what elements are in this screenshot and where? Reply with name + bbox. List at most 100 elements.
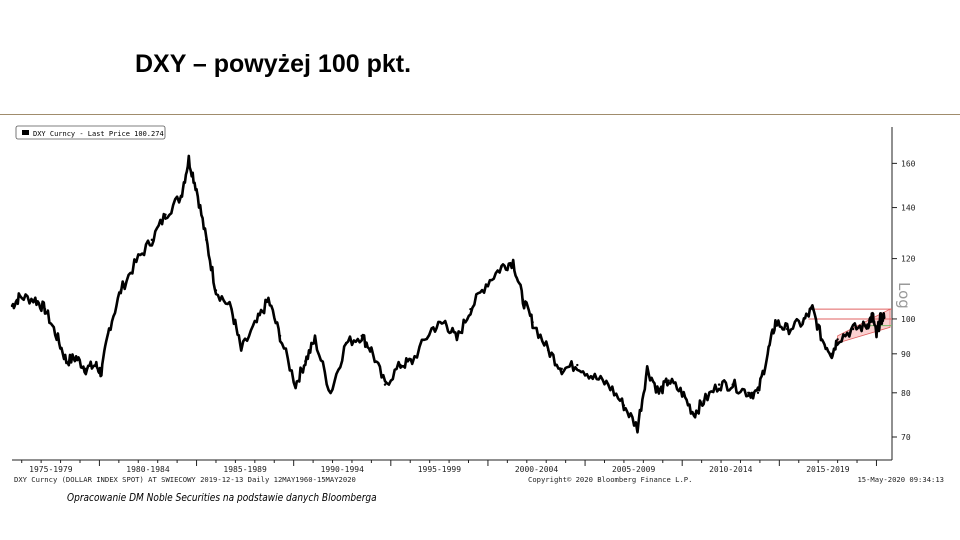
data-point	[294, 383, 297, 386]
y-tick-label: 120	[901, 255, 916, 264]
data-point	[10, 304, 14, 308]
footer-source: DXY Curncy (DOLLAR INDEX SPOT) AT SWIECO…	[14, 475, 356, 484]
data-point	[344, 341, 348, 345]
data-point	[646, 367, 649, 371]
data-point	[521, 298, 525, 301]
data-point	[469, 307, 472, 311]
y-tick-label: 160	[901, 159, 916, 168]
x-tick-label: 1975-1979	[29, 465, 73, 474]
data-point	[702, 399, 705, 403]
footer-copyright: Copyright© 2020 Bloomberg Finance L.P.	[528, 475, 692, 484]
y-tick-label: 90	[901, 350, 911, 359]
data-point	[444, 321, 447, 324]
x-tick-label: 2010-2014	[709, 465, 753, 474]
source-credit: Opracowanie DM Noble Securities na podst…	[67, 491, 377, 504]
y-tick-label: 80	[901, 389, 911, 398]
data-point	[820, 338, 824, 341]
data-point	[195, 187, 198, 191]
data-point	[657, 391, 661, 395]
data-point	[830, 352, 833, 356]
data-point	[731, 383, 734, 386]
data-point	[747, 391, 750, 395]
x-tick-label: 2000-2004	[515, 465, 559, 474]
legend-swatch	[22, 130, 29, 135]
page-title: DXY – powyżej 100 pkt.	[135, 50, 412, 78]
data-point	[879, 317, 882, 321]
data-point	[313, 338, 317, 341]
data-point	[370, 348, 373, 352]
data-point	[785, 327, 789, 331]
data-point	[164, 213, 167, 216]
data-point	[230, 307, 233, 311]
data-point	[94, 363, 97, 367]
data-point	[267, 298, 270, 301]
x-tick-label: 2015-2019	[806, 465, 850, 474]
x-tick-label: 1980-1984	[126, 465, 170, 474]
data-point	[34, 298, 37, 301]
legend: DXY Curncy - Last Price 100.274	[15, 125, 166, 140]
x-tick-label: 1990-1994	[321, 465, 365, 474]
data-point	[43, 307, 47, 311]
data-point	[607, 383, 610, 386]
data-point	[65, 360, 68, 363]
data-point	[484, 283, 488, 286]
x-tick-label: 1995-1999	[418, 465, 462, 474]
x-tick-label: 1985-1989	[223, 465, 267, 474]
data-point	[107, 327, 111, 331]
data-point	[875, 334, 878, 338]
title-divider	[0, 114, 960, 115]
legend-label: DXY Curncy - Last Price	[33, 130, 130, 138]
y-tick-label: 100	[901, 315, 916, 324]
x-tick-label: 2005-2009	[612, 465, 656, 474]
data-point	[304, 360, 307, 363]
data-point	[836, 338, 839, 341]
data-point	[774, 321, 777, 324]
y-tick-label: 140	[901, 204, 916, 213]
data-point	[179, 194, 183, 198]
svg-text:DXY Curncy - Last Price 100.27: DXY Curncy - Last Price 100.274	[33, 130, 164, 138]
data-point	[410, 360, 414, 363]
data-point	[150, 238, 154, 242]
data-point	[455, 338, 459, 341]
data-point	[811, 307, 814, 311]
data-point	[255, 321, 258, 324]
data-point	[360, 334, 363, 338]
data-point	[865, 324, 868, 327]
data-point	[756, 391, 760, 395]
data-point	[680, 391, 684, 395]
footer-timestamp: 15-May-2020 09:34:13	[857, 475, 944, 484]
data-point	[84, 367, 88, 371]
data-point	[383, 383, 387, 386]
data-point	[871, 314, 874, 317]
dxy-chart: DXY Curncy - Last Price 100.274 70 80 90 10…	[10, 125, 944, 484]
data-point	[329, 391, 332, 395]
data-point	[135, 260, 138, 263]
data-point	[883, 316, 886, 320]
data-point	[531, 321, 534, 324]
scale-label: Log	[895, 282, 913, 309]
data-point	[511, 260, 515, 263]
data-point	[278, 334, 282, 338]
data-point	[560, 367, 563, 371]
data-point	[430, 327, 433, 331]
data-point	[766, 352, 769, 356]
data-point	[205, 238, 208, 242]
data-point	[636, 426, 639, 429]
dxy-price-line	[10, 154, 886, 434]
data-point	[851, 327, 855, 331]
data-point	[591, 375, 595, 378]
data-point	[500, 265, 503, 269]
data-point	[546, 348, 550, 352]
data-point	[667, 379, 670, 382]
data-point	[801, 321, 804, 324]
data-point	[119, 289, 122, 292]
data-point	[214, 289, 218, 292]
y-tick-label: 70	[901, 433, 911, 442]
data-point	[399, 363, 402, 367]
data-point	[100, 371, 103, 374]
legend-value: 100.274	[134, 130, 164, 138]
data-point	[55, 334, 58, 338]
data-point	[692, 412, 696, 416]
data-point	[576, 363, 579, 367]
data-point	[74, 356, 78, 359]
